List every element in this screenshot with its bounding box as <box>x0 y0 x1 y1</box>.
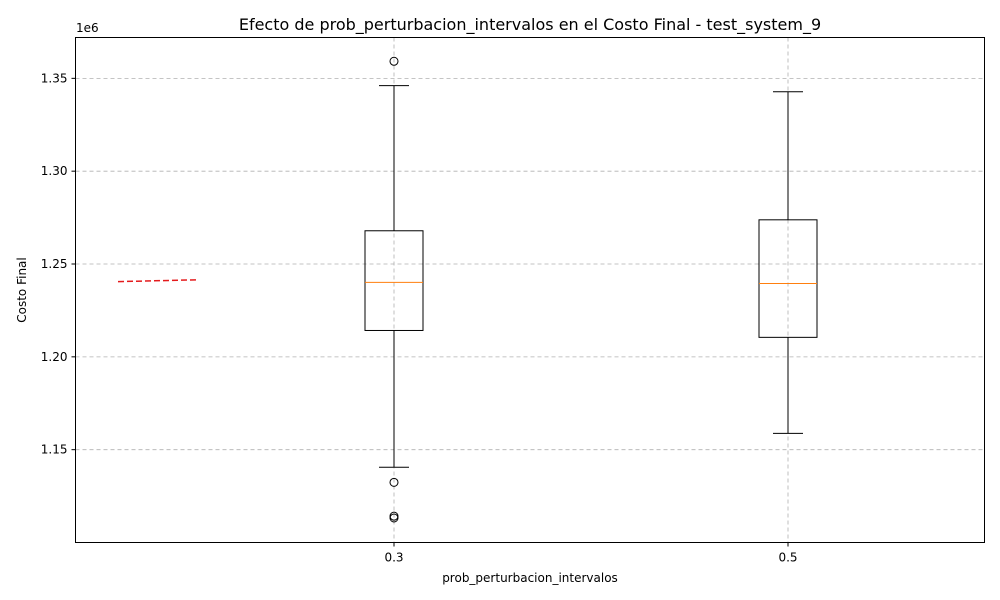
y-tick-label: 1.20 <box>41 350 68 364</box>
marks-layer <box>117 56 818 523</box>
box-iqr <box>364 230 424 331</box>
y-offset-label: 1e6 <box>76 21 99 35</box>
outlier-point <box>389 56 399 66</box>
box-iqr <box>758 219 818 338</box>
ticks-layer: 1.15 1.20 1.25 1.30 1.35 0.3 0.5 <box>41 71 798 564</box>
y-tick-label: 1.30 <box>41 164 68 178</box>
y-tick-label: 1.15 <box>41 443 68 457</box>
chart-title: Efecto de prob_perturbacion_intervalos e… <box>239 15 821 35</box>
x-axis-label: prob_perturbacion_intervalos <box>442 571 618 585</box>
trend-line <box>117 279 199 283</box>
outlier-point <box>389 477 399 487</box>
y-tick-label: 1.25 <box>41 257 68 271</box>
y-axis-label: Costo Final <box>15 257 29 323</box>
x-tick-label: 0.5 <box>778 551 797 565</box>
outlier-point <box>389 513 399 523</box>
y-tick-label: 1.35 <box>41 71 68 85</box>
plot-frame <box>75 37 985 543</box>
x-tick-label: 0.3 <box>384 551 403 565</box>
